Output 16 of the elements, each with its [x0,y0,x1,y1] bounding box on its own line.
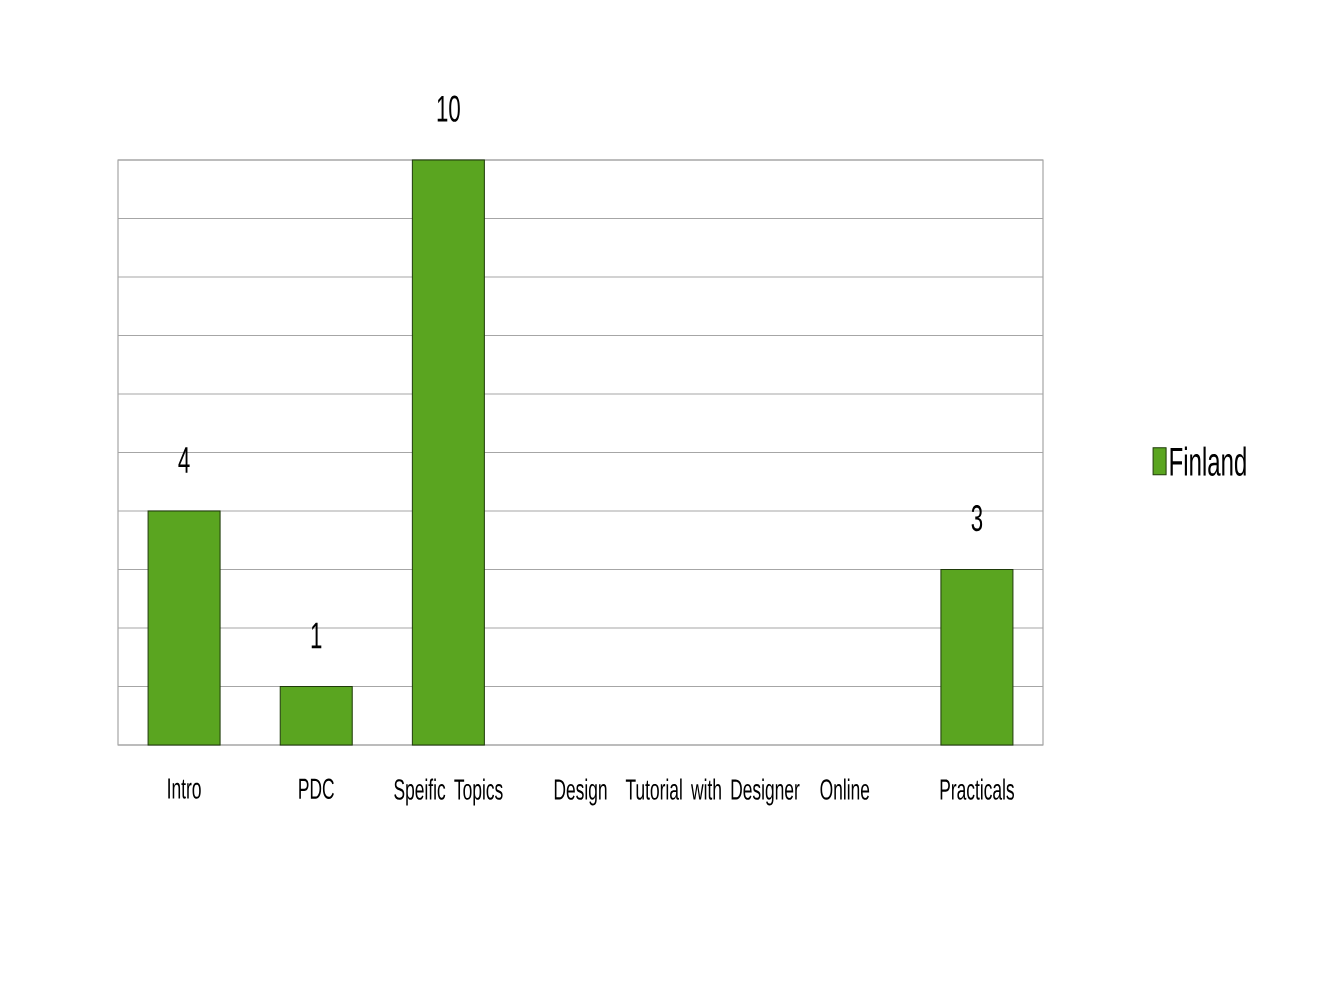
x-tick-label: Design [554,778,607,806]
x-tick-label: PDC [299,778,334,800]
bar [279,685,353,746]
x-tick-label: Tutorial with Designer [625,778,800,806]
data-label: 1 [311,622,322,649]
data-label: 4 [178,447,190,473]
bar [940,568,1014,746]
x-tick-label: Online [820,778,870,800]
x-tick-label: Practicals [940,778,1014,800]
bar [147,510,221,746]
data-label: 3 [971,505,983,532]
data-label: 10 [437,95,460,122]
x-tick-label: Speific Topics [394,778,503,806]
legend-label: Finland [1170,446,1246,476]
bar [411,159,485,746]
x-tick-label: Intro [168,778,201,799]
